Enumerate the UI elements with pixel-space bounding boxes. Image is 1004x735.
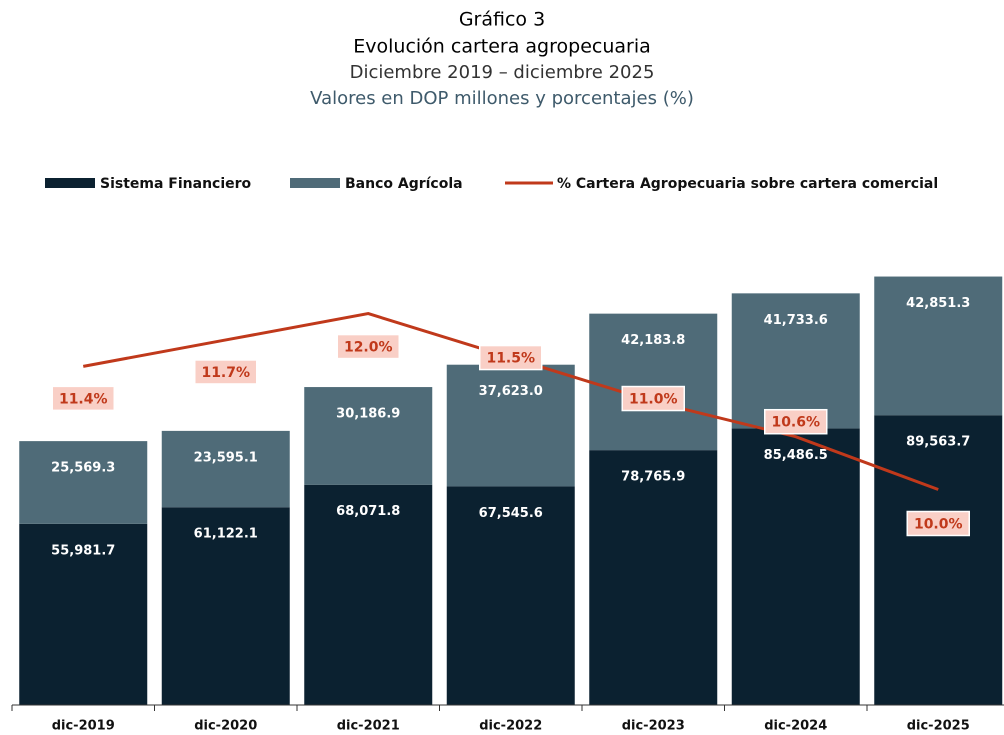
legend-label: Sistema Financiero <box>100 176 252 192</box>
bar <box>446 364 575 487</box>
bar-value-label: 30,186.9 <box>336 407 400 422</box>
line-label-box <box>51 385 115 412</box>
line-label-box <box>194 359 258 385</box>
bar <box>304 387 433 485</box>
line-label-box <box>336 333 400 360</box>
line-value-label: 10.0% <box>914 516 963 532</box>
legend-swatch <box>290 178 340 188</box>
legend-label: % Cartera Agropecuaria sobre cartera com… <box>557 176 938 192</box>
bar <box>161 507 290 705</box>
chart-subtitle: Evolución cartera agropecuaria <box>353 36 651 58</box>
bar-value-label: 25,569.3 <box>51 461 115 476</box>
bar-value-label: 41,733.6 <box>764 313 828 328</box>
x-tick-label: dic-2023 <box>622 719 685 734</box>
x-tick-label: dic-2024 <box>764 719 827 734</box>
bar <box>589 450 718 705</box>
line-label-box <box>906 510 970 537</box>
bar <box>19 441 148 524</box>
x-tick-label: dic-2020 <box>194 719 257 734</box>
bar-value-label: 42,851.3 <box>906 296 970 311</box>
bar <box>874 415 1003 705</box>
line-value-label: 11.5% <box>486 351 535 367</box>
bar <box>161 430 290 508</box>
bar <box>874 276 1003 416</box>
line-label-box <box>621 385 685 412</box>
line-value-label: 11.0% <box>629 392 678 408</box>
chart-period: Diciembre 2019 – diciembre 2025 <box>350 62 655 83</box>
bar-value-label: 23,595.1 <box>194 450 258 465</box>
line-value-label: 10.6% <box>771 415 820 431</box>
bar-value-label: 55,981.7 <box>51 543 115 558</box>
bar-value-label: 89,563.7 <box>906 435 970 450</box>
legend-label: Banco Agrícola <box>345 176 463 192</box>
x-tick-label: dic-2025 <box>907 719 970 734</box>
bar <box>589 313 718 451</box>
line-label-box <box>764 408 828 435</box>
bar <box>446 486 575 705</box>
line-value-label: 12.0% <box>344 340 393 356</box>
bar-value-label: 61,122.1 <box>194 527 258 542</box>
bar-value-label: 42,183.8 <box>621 333 685 348</box>
chart-title: Gráfico 3 <box>459 9 545 31</box>
bar-value-label: 85,486.5 <box>764 448 828 463</box>
line-label-box <box>479 344 543 371</box>
bar-value-label: 37,623.0 <box>479 384 543 399</box>
line-value-label: 11.4% <box>59 391 108 407</box>
chart-units: Valores en DOP millones y porcentajes (%… <box>310 88 694 109</box>
x-tick-label: dic-2022 <box>479 719 542 734</box>
legend-swatch <box>45 178 95 188</box>
bar <box>19 523 148 705</box>
bar <box>731 293 860 429</box>
x-tick-label: dic-2019 <box>52 719 115 734</box>
bar-value-label: 78,765.9 <box>621 470 685 485</box>
bar <box>731 428 860 705</box>
line-value-label: 11.7% <box>201 365 250 381</box>
bar <box>304 484 433 705</box>
bar-value-label: 68,071.8 <box>336 504 400 519</box>
x-tick-label: dic-2021 <box>337 719 400 734</box>
bar-value-label: 67,545.6 <box>479 506 543 521</box>
